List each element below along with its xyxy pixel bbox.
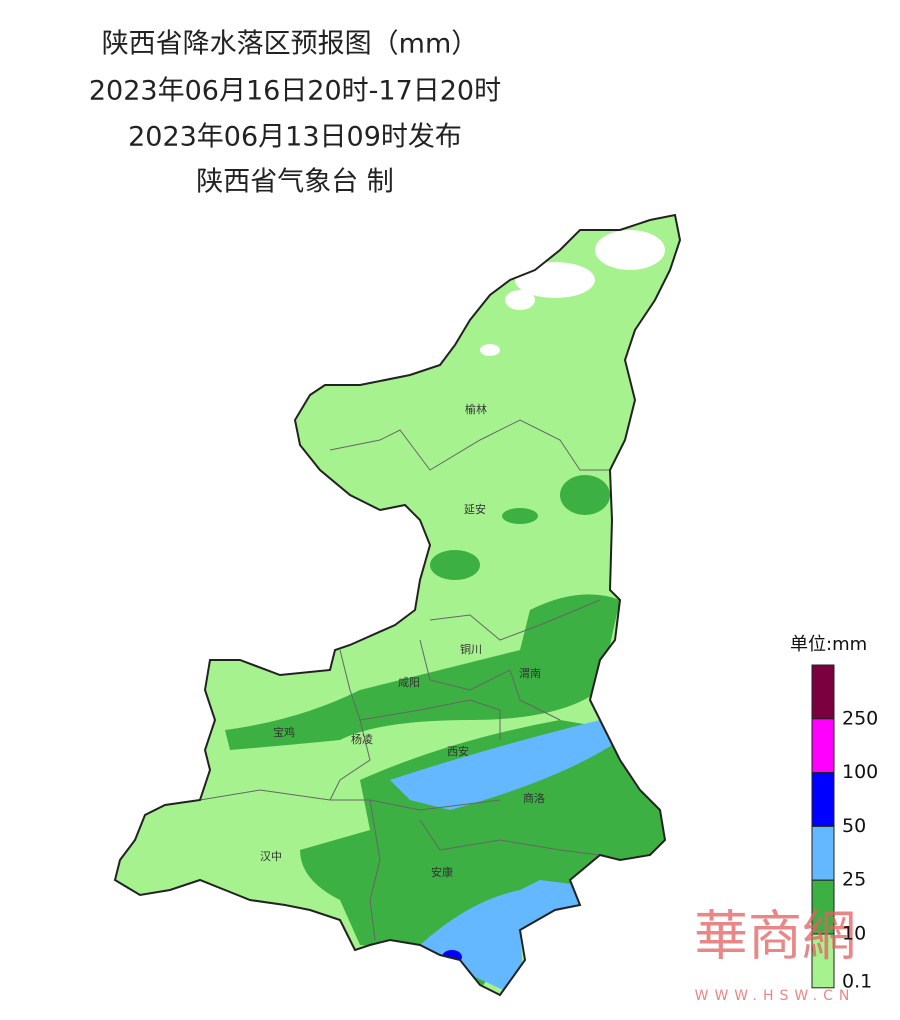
legend-swatch — [811, 718, 835, 774]
watermark-brand: 華商網 — [694, 905, 856, 968]
legend-swatch — [811, 664, 835, 720]
issuer: 陕西省气象台 制 — [196, 167, 394, 198]
legend-swatch — [811, 772, 835, 827]
no-rain — [595, 230, 665, 270]
city-label: 铜川 — [460, 642, 482, 656]
province-outline — [113, 213, 682, 997]
rain-area — [560, 475, 610, 515]
city-label: 渭南 — [519, 667, 541, 680]
legend-tick-label: 25 — [842, 869, 866, 891]
rain-area — [300, 720, 670, 990]
legend-swatch — [811, 933, 835, 989]
rain-map — [115, 215, 680, 995]
no-rain — [480, 344, 500, 356]
no-rain — [505, 290, 535, 310]
city-label: 汉中 — [260, 850, 282, 863]
city-label: 西安 — [447, 744, 469, 758]
legend-tick-label: 250 — [842, 707, 878, 729]
period: 2023年06月16日20时-17日20时 — [89, 76, 501, 107]
city-label: 咸阳 — [398, 676, 420, 689]
issue-time: 2023年06月13日09时发布 — [128, 122, 462, 153]
legend-tick-label: 50 — [842, 815, 866, 837]
title: 陕西省降水落区预报图（mm） — [102, 29, 479, 60]
city-label: 安康 — [431, 865, 453, 879]
city-label: 杨凌 — [351, 732, 373, 746]
city-label: 榆林 — [465, 402, 487, 416]
boundaries — [113, 213, 682, 997]
legend-tick-label: 100 — [842, 761, 878, 783]
city-label: 延安 — [464, 502, 486, 516]
city-label: 宝鸡 — [273, 725, 295, 739]
watermark-url: WWW.HSW.CN — [695, 988, 856, 1004]
rain-area — [430, 550, 480, 580]
city-label: 商洛 — [523, 791, 545, 805]
legend-tick-label: 0.1 — [842, 970, 872, 992]
legend-tick-label: 10 — [842, 923, 866, 945]
legend-swatch — [811, 825, 835, 881]
rain-area — [225, 594, 620, 750]
rain-area — [390, 720, 620, 810]
rain-area — [502, 508, 538, 524]
legend-unit: 单位:mm — [790, 634, 867, 655]
